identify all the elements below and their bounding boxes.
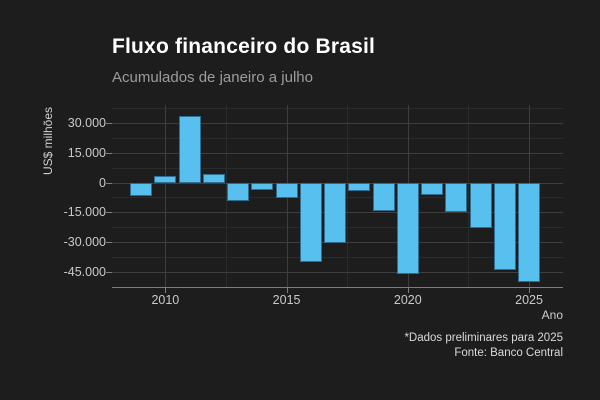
x-tick-label: 2025 bbox=[515, 293, 543, 307]
x-axis-tick bbox=[286, 288, 288, 293]
gridline-y-major bbox=[112, 152, 563, 154]
bar-2010 bbox=[154, 175, 177, 183]
y-tick-label: -15.000 bbox=[63, 205, 106, 220]
gridline-y-major bbox=[112, 122, 563, 124]
bar-2015 bbox=[275, 182, 298, 199]
gridline-x-major bbox=[165, 105, 167, 287]
bar-2013 bbox=[227, 182, 250, 202]
x-axis-tick bbox=[165, 288, 167, 293]
y-axis-tick bbox=[106, 272, 112, 274]
gridline-x-minor bbox=[468, 105, 470, 287]
x-tick-label: 2020 bbox=[393, 293, 422, 307]
y-axis-tick bbox=[106, 212, 112, 214]
x-tick-label: 2010 bbox=[151, 293, 180, 307]
x-tick-label: 2015 bbox=[272, 293, 301, 307]
y-tick-label: -45.000 bbox=[63, 265, 106, 280]
x-axis-line bbox=[112, 287, 563, 288]
bar-2016 bbox=[299, 182, 322, 263]
bar-2017 bbox=[324, 182, 347, 244]
y-axis-tick bbox=[106, 152, 112, 154]
source-caption: *Dados preliminares para 2025 Fonte: Ban… bbox=[404, 331, 563, 360]
bar-2011 bbox=[178, 115, 201, 183]
bar-2014 bbox=[251, 182, 274, 190]
y-tick-label: 0 bbox=[99, 175, 106, 190]
bar-2025 bbox=[518, 182, 541, 283]
gridline-y-minor bbox=[112, 257, 563, 259]
bar-2009 bbox=[130, 182, 153, 197]
plot-panel bbox=[112, 105, 563, 287]
bar-2022 bbox=[445, 182, 468, 213]
y-axis-tick bbox=[106, 122, 112, 124]
gridline-y-minor bbox=[112, 167, 563, 169]
chart-subtitle: Acumulados de janeiro a julho bbox=[112, 69, 313, 86]
gridline-x-minor bbox=[225, 105, 227, 287]
caption-preliminary-note: *Dados preliminares para 2025 bbox=[404, 332, 563, 344]
bar-2021 bbox=[421, 182, 444, 196]
x-axis-tick bbox=[407, 288, 409, 293]
y-tick-label: 15.000 bbox=[67, 145, 106, 160]
x-axis-tick bbox=[529, 288, 531, 293]
y-tick-label: -30.000 bbox=[63, 235, 106, 250]
bar-2020 bbox=[396, 182, 419, 275]
bar-2024 bbox=[493, 182, 516, 271]
bar-2019 bbox=[372, 182, 395, 212]
caption-source: Fonte: Banco Central bbox=[454, 346, 563, 359]
gridline-y-major bbox=[112, 272, 563, 274]
bar-2012 bbox=[202, 173, 225, 183]
bar-2018 bbox=[348, 182, 371, 191]
y-axis-tick bbox=[106, 242, 112, 244]
y-axis-tick bbox=[106, 182, 112, 184]
x-axis-title: Ano bbox=[541, 308, 563, 322]
chart-title: Fluxo financeiro do Brasil bbox=[112, 35, 376, 58]
gridline-x-minor bbox=[347, 105, 349, 287]
gridline-y-minor bbox=[112, 107, 563, 109]
y-tick-label: 30.000 bbox=[67, 115, 106, 130]
gridline-y-minor bbox=[112, 137, 563, 139]
bar-2023 bbox=[469, 182, 492, 229]
